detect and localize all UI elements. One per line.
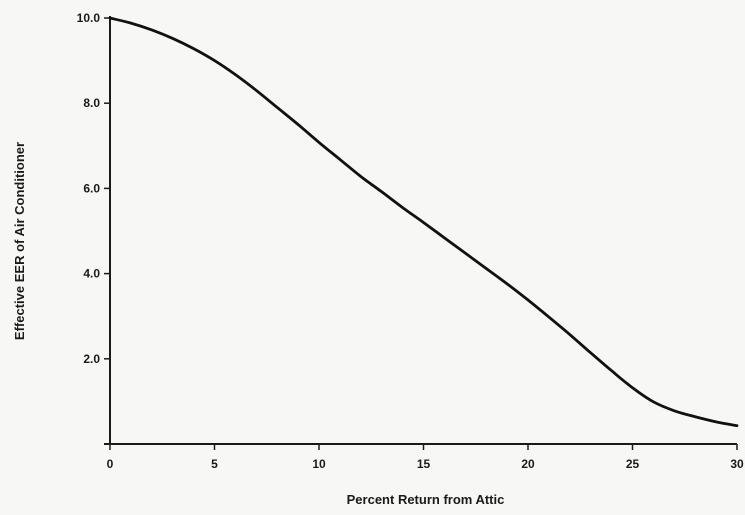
x-ticks: 0 5 10 15 20 25 30 — [107, 444, 744, 471]
y-ticks: 2.0 4.0 6.0 8.0 10.0 — [77, 11, 110, 445]
y-tick-label: 6.0 — [83, 181, 100, 195]
y-tick-label: 4.0 — [83, 267, 100, 281]
x-tick-label: 20 — [521, 457, 535, 471]
x-tick-label: 25 — [626, 457, 640, 471]
x-tick-label: 15 — [417, 457, 431, 471]
y-axis-title: Effective EER of Air Conditioner — [12, 142, 27, 340]
y-tick-label: 2.0 — [83, 352, 100, 366]
series-line — [108, 16, 739, 428]
y-tick-label: 10.0 — [77, 11, 101, 25]
x-tick-label: 30 — [730, 457, 744, 471]
plot-axes — [104, 16, 737, 445]
x-tick-label: 10 — [312, 457, 326, 471]
x-axis-title: Percent Return from Attic — [347, 492, 505, 507]
x-tick-label: 5 — [211, 457, 218, 471]
y-tick-label: 8.0 — [83, 96, 100, 110]
x-tick-label: 0 — [107, 457, 114, 471]
